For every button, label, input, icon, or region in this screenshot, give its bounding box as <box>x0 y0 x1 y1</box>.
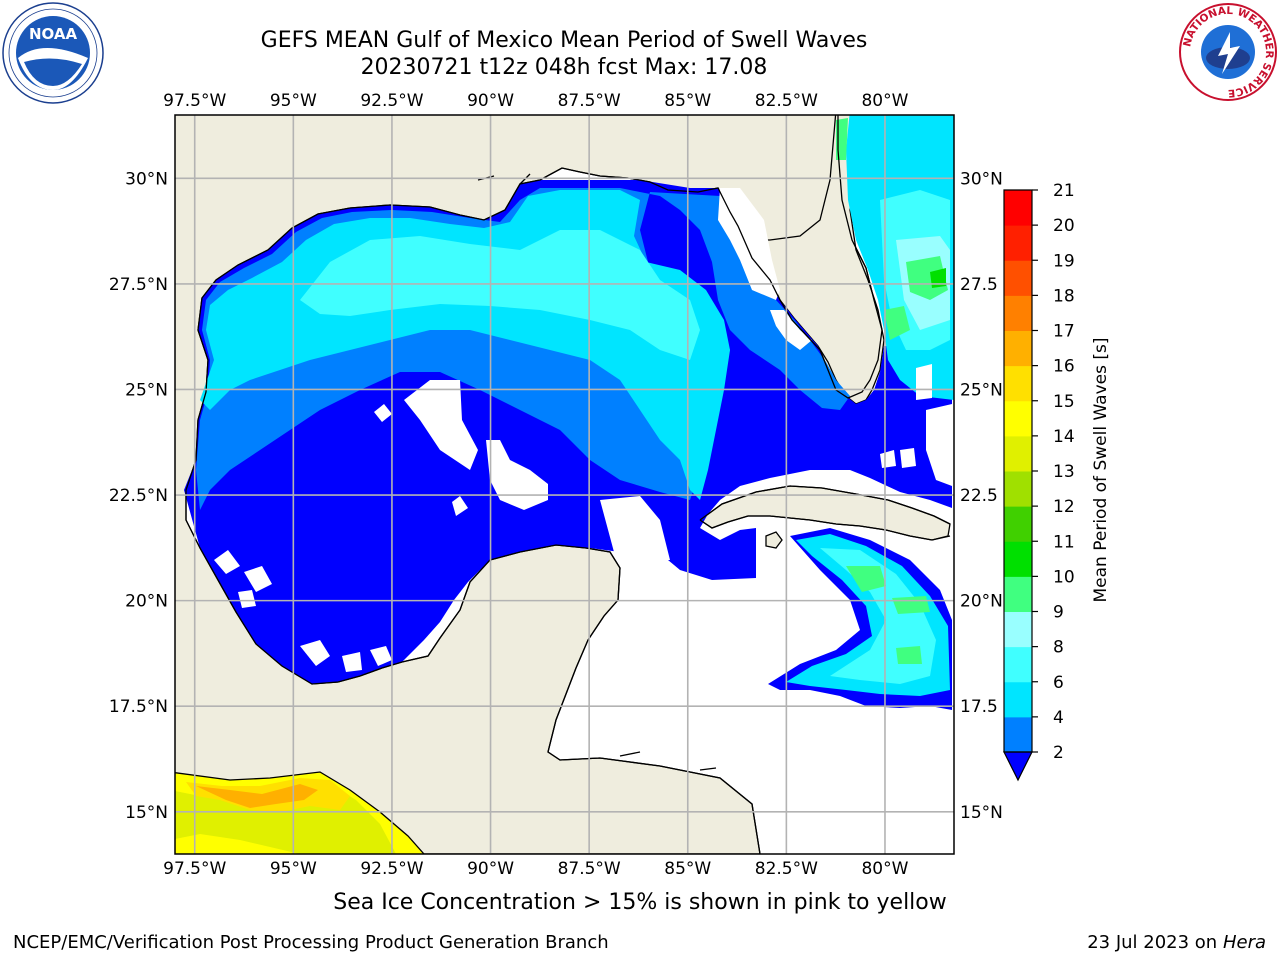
lon-tick-label: 95°W <box>270 859 317 879</box>
colorbar-tick-label: 4 <box>1053 708 1064 728</box>
lon-tick-label: 92.5°W <box>360 91 423 111</box>
colorbar-extend-min <box>1003 751 1033 782</box>
colorbar: 2 4 6 8 9 10 11 12 13 14 15 16 17 18 19 20 21 <box>1003 181 1075 782</box>
swell-region-pacific-17s <box>196 784 318 808</box>
lon-tick-label: 85°W <box>664 859 711 879</box>
lon-tick-label: 90°W <box>467 859 514 879</box>
lon-tick-label: 95°W <box>270 91 317 111</box>
lat-ticks-left: 30°N 27.5°N 25°N 22.5°N 20°N 17.5°N 15°N <box>109 169 168 822</box>
lat-tick-label: 15°N <box>960 803 1003 823</box>
colorbar-segment <box>1004 295 1032 331</box>
swell-region-atlantic-11s <box>930 268 946 288</box>
footer-date-text: 23 Jul 2023 on <box>1087 932 1218 953</box>
map-title: GEFS MEAN Gulf of Mexico Mean Period of … <box>260 28 868 53</box>
colorbar-segment <box>1004 330 1032 367</box>
colorbar-label: Mean Period of Swell Waves [s] <box>1091 338 1111 603</box>
colorbar-segment <box>1004 541 1032 577</box>
lat-tick-label: 25°N <box>125 380 168 400</box>
colorbar-segment <box>1004 190 1032 226</box>
lon-tick-label: 80°W <box>861 859 908 879</box>
colorbar-tick-label: 13 <box>1053 462 1075 482</box>
colorbar-tick-label: 16 <box>1053 357 1075 377</box>
lat-tick-label: 17.5°N <box>109 697 168 717</box>
lat-tick-label: 22.5°N <box>109 486 168 506</box>
swell-region-caribbean-10s-c <box>896 646 922 664</box>
swell-region-atlantic-10s <box>906 256 948 300</box>
footer-host: Hera <box>1222 932 1266 953</box>
colorbar-tick-label: 11 <box>1053 532 1075 552</box>
noaa-logo: NOAA <box>2 2 104 104</box>
colorbar-tick-label: 14 <box>1053 427 1075 447</box>
swell-region-8-9s <box>300 230 700 360</box>
noaa-logo-text: NOAA <box>29 25 78 43</box>
lon-tick-label: 82.5°W <box>755 91 818 111</box>
lon-tick-label: 87.5°W <box>558 91 621 111</box>
colorbar-tick-label: 17 <box>1053 322 1075 342</box>
colorbar-tick-label: 9 <box>1053 603 1064 623</box>
colorbar-segment <box>1004 225 1032 261</box>
graticule <box>175 115 954 854</box>
colorbar-tick-label: 10 <box>1053 567 1075 587</box>
colorbar-tick-label: 21 <box>1053 181 1075 201</box>
blank-patches <box>214 188 952 672</box>
sea-ice-note: Sea Ice Concentration > 15% is shown in … <box>333 890 947 915</box>
land-isle-youth <box>765 531 783 549</box>
lat-ticks-right: 30°N 27.5 25°N 22.5 20°N 17.5 15°N <box>960 169 1003 822</box>
colorbar-tick-label: 19 <box>1053 251 1075 271</box>
colorbar-segment <box>1004 611 1032 648</box>
coastlines <box>175 115 951 854</box>
swell-region-atlantic-10s-b <box>884 306 910 340</box>
lat-tick-label: 27.5 <box>960 275 998 295</box>
lon-ticks-bottom: 97.5°W 95°W 92.5°W 90°W 87.5°W 85°W 82.5°W 80°W <box>163 859 908 879</box>
lon-tick-label: 92.5°W <box>360 859 423 879</box>
colorbar-segment <box>1004 646 1032 683</box>
lon-tick-label: 82.5°W <box>755 859 818 879</box>
lat-tick-label: 25°N <box>960 380 1003 400</box>
colorbar-segment <box>1004 471 1032 507</box>
lat-tick-label: 30°N <box>960 169 1003 189</box>
colorbar-segment <box>1004 681 1032 718</box>
colorbar-segment <box>1004 716 1032 753</box>
map-frame <box>174 114 955 855</box>
lat-tick-label: 30°N <box>125 169 168 189</box>
colorbar-tick-label: 6 <box>1053 673 1064 693</box>
colorbar-tick-label: 20 <box>1053 216 1075 236</box>
colorbar-tick-label: 8 <box>1053 638 1064 658</box>
map-subtitle: 20230721 t12z 048h fcst Max: 17.08 <box>360 55 768 80</box>
lon-tick-label: 85°W <box>664 91 711 111</box>
lon-tick-label: 97.5°W <box>163 91 226 111</box>
lat-tick-label: 20°N <box>960 592 1003 612</box>
colorbar-segment <box>1004 576 1032 612</box>
footer-credit: NCEP/EMC/Verification Post Processing Pr… <box>13 932 609 953</box>
colorbar-segment <box>1004 400 1032 437</box>
colorbar-tick-label: 15 <box>1053 392 1075 412</box>
colorbar-tick-label: 12 <box>1053 497 1075 517</box>
lat-tick-label: 22.5 <box>960 486 998 506</box>
lon-tick-label: 97.5°W <box>163 859 226 879</box>
swell-field <box>175 115 954 854</box>
swell-region-caribbean-10s-b <box>892 596 930 614</box>
footer-date: 23 Jul 2023 on Hera <box>1087 932 1266 953</box>
lat-tick-label: 20°N <box>125 592 168 612</box>
colorbar-segment <box>1004 435 1032 472</box>
swell-region-atlantic-10s-c <box>836 118 848 160</box>
nws-logo: NATIONAL WEATHER SERVICE <box>1179 3 1277 101</box>
colorbar-segment <box>1004 365 1032 402</box>
colorbar-segment <box>1004 260 1032 296</box>
swell-region-caribbean-10s <box>846 566 886 592</box>
lon-ticks-top: 97.5°W 95°W 92.5°W 90°W 87.5°W 85°W 82.5°W 80°W <box>163 91 908 111</box>
lat-tick-label: 27.5°N <box>109 275 168 295</box>
colorbar-tick-label: 2 <box>1053 743 1064 763</box>
lon-tick-label: 80°W <box>861 91 908 111</box>
colorbar-segment <box>1004 506 1032 542</box>
map-content <box>175 115 954 854</box>
lon-tick-label: 90°W <box>467 91 514 111</box>
lat-tick-label: 17.5 <box>960 697 998 717</box>
lat-tick-label: 15°N <box>125 803 168 823</box>
lon-tick-label: 87.5°W <box>558 859 621 879</box>
colorbar-tick-label: 18 <box>1053 286 1075 306</box>
